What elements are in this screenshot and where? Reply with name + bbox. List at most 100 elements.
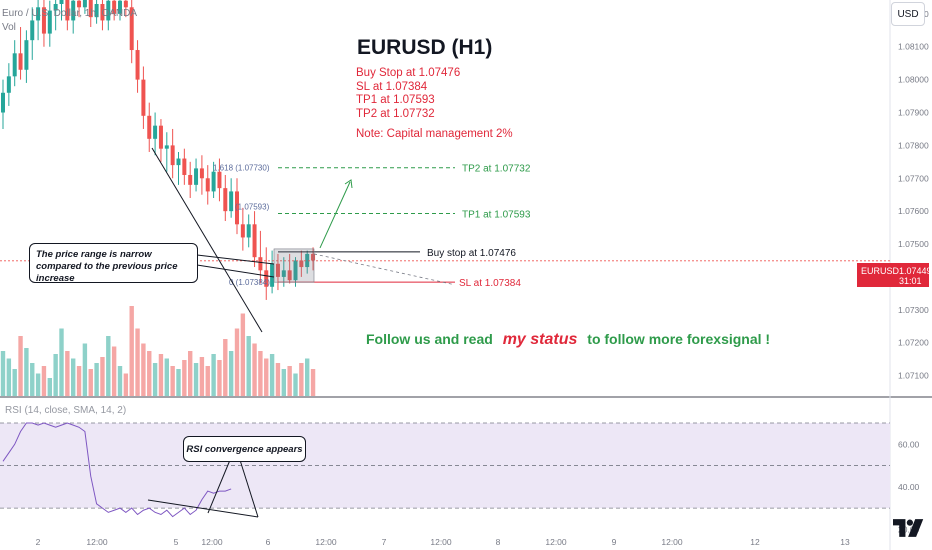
volume-bar	[71, 358, 76, 396]
time-tick-label: 8	[496, 537, 501, 547]
symbol-info: Euro / U.S. Dollar, 1h, OANDA	[2, 8, 138, 19]
candle	[252, 224, 257, 258]
candle	[270, 263, 275, 287]
rsi-callout-pointer	[207, 459, 231, 514]
volume-bar	[94, 363, 99, 396]
follow-suffix: to follow more forexsignal !	[587, 331, 771, 347]
candle	[258, 257, 263, 271]
candle	[299, 260, 304, 268]
candle	[305, 253, 310, 268]
signal-tp1: TP1 at 1.07593	[356, 94, 435, 106]
trend-line	[151, 147, 263, 333]
candle	[147, 115, 152, 139]
volume-bar	[211, 354, 216, 396]
follow-prefix: Follow us and read	[366, 331, 493, 347]
time-tick-label: 12:00	[661, 537, 683, 547]
volume-bar	[217, 360, 222, 396]
buy-stop-label: Buy stop at 1.07476	[427, 248, 516, 259]
candle	[182, 158, 187, 175]
candle	[112, 0, 117, 14]
candle	[311, 253, 316, 261]
volume-bar	[147, 351, 152, 396]
price-tick-label: 1.07300	[898, 305, 929, 315]
rsi-tick-label: 60.00	[898, 439, 920, 449]
volume-bar	[199, 357, 205, 396]
volume-bar	[59, 328, 64, 396]
time-tick-label: 6	[266, 537, 271, 547]
volume-bar	[228, 351, 234, 396]
candle	[12, 53, 17, 77]
rsi-tick-label: 20.00	[898, 524, 920, 534]
candle	[30, 20, 35, 41]
candle	[223, 188, 228, 212]
candle	[59, 0, 64, 4]
candle	[24, 40, 29, 70]
candle	[135, 50, 140, 80]
time-tick-label: 12	[750, 537, 760, 547]
time-tick-label: 2	[36, 537, 41, 547]
candle	[293, 260, 298, 281]
candle	[100, 4, 105, 21]
sl-label: SL at 1.07384	[459, 278, 521, 289]
volume-bar	[252, 343, 257, 396]
volume-bar	[158, 354, 164, 396]
volume-legend: Vol	[2, 22, 16, 33]
volume-bar	[47, 378, 52, 396]
candle	[77, 0, 82, 8]
fib-tp1-label: (1.07593)	[235, 202, 270, 211]
volume-bar	[269, 354, 275, 396]
rsi-legend: RSI (14, close, SMA, 14, 2)	[5, 405, 127, 416]
candle	[176, 158, 181, 166]
currency-button[interactable]: USD	[891, 2, 925, 26]
callout-pointer	[196, 254, 275, 265]
candle	[141, 79, 146, 116]
candle	[129, 7, 134, 51]
volume-bar	[100, 357, 105, 396]
candle	[275, 263, 280, 277]
time-tick-label: 5	[174, 537, 179, 547]
projection-arrow-head	[344, 179, 353, 189]
volume-bar	[30, 363, 35, 396]
volume-bar	[182, 360, 187, 396]
volume-bar	[193, 363, 199, 396]
volume-bar	[170, 366, 175, 396]
price-tick-label: 1.07200	[898, 338, 929, 348]
volume-bar	[287, 366, 292, 396]
tp2-label: TP2 at 1.07732	[462, 164, 531, 175]
price-tick-label: 1.07800	[898, 140, 929, 150]
volume-bar	[129, 306, 134, 396]
price-tick-label: 1.07700	[898, 173, 929, 183]
candle	[1, 92, 5, 113]
candle	[205, 178, 210, 192]
volume-bar	[152, 363, 158, 396]
volume-bar	[234, 328, 240, 396]
volume-bar	[164, 358, 169, 396]
price-tick-label: 1.07500	[898, 239, 929, 249]
badge-symbol: EURUSD	[861, 266, 900, 276]
volume-bar	[264, 358, 269, 396]
volume-bar	[240, 313, 246, 396]
candle	[229, 191, 234, 212]
volume-bar	[305, 358, 310, 396]
volume-bar	[76, 366, 82, 396]
time-tick-label: 12:00	[201, 537, 223, 547]
candle	[211, 171, 216, 192]
my-status-link[interactable]: my status	[502, 331, 578, 348]
volume-bar	[310, 369, 316, 396]
candle	[18, 53, 23, 70]
volume-bar	[275, 363, 281, 396]
tradingview-logo-icon[interactable]	[893, 514, 925, 542]
price-tick-label: 1.07600	[898, 206, 929, 216]
volume-bar	[106, 336, 111, 396]
candle	[246, 224, 251, 238]
candle	[41, 7, 46, 34]
candle	[153, 125, 158, 139]
badge-countdown: 31:01	[899, 276, 922, 286]
candle	[71, 0, 76, 21]
time-tick-label: 12:00	[430, 537, 452, 547]
tp1-label: TP1 at 1.07593	[462, 209, 531, 220]
candle	[106, 0, 111, 21]
candle	[123, 0, 128, 8]
time-tick-label: 13	[840, 537, 850, 547]
